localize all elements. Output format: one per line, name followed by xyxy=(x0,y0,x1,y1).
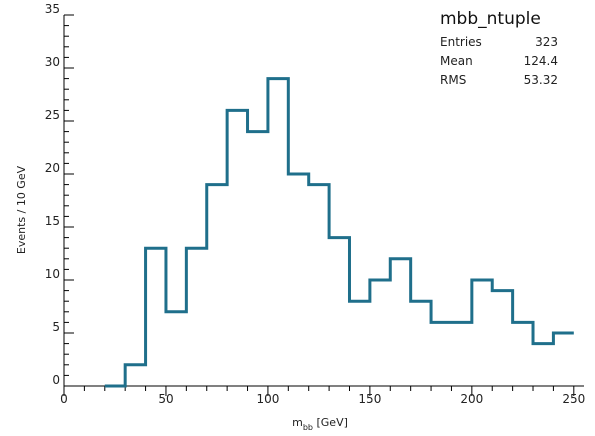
y-tick-label: 20 xyxy=(45,161,60,175)
y-tick-label: 10 xyxy=(45,267,60,281)
x-axis-title-main: m xyxy=(292,416,303,429)
x-tick-label: 250 xyxy=(562,392,585,406)
y-tick-label: 15 xyxy=(45,214,60,228)
y-axis-title: Events / 10 GeV xyxy=(15,165,28,254)
histogram-series xyxy=(104,77,574,388)
stats-value: 124.4 xyxy=(524,54,558,68)
stats-value: 53.32 xyxy=(524,73,558,87)
stats-title: mbb_ntuple xyxy=(440,9,541,29)
x-axis: 0 50 100 150 200 250 xyxy=(60,385,585,406)
x-tick-label: 50 xyxy=(158,392,173,406)
stats-label: Mean xyxy=(440,54,473,68)
y-tick-label: 0 xyxy=(52,373,60,387)
stats-label: Entries xyxy=(440,35,482,49)
x-tick-label: 100 xyxy=(256,392,279,406)
x-axis-title-subscript: bb xyxy=(303,423,313,432)
y-axis: 0 5 10 15 20 25 30 35 xyxy=(45,2,74,387)
y-tick-label: 25 xyxy=(45,108,60,122)
y-ticks: 0 5 10 15 20 25 30 35 xyxy=(45,2,74,387)
y-tick-label: 5 xyxy=(52,320,60,334)
y-tick-label: 30 xyxy=(45,55,60,69)
stats-box: mbb_ntuple Entries 323 Mean 124.4 RMS 53.32 xyxy=(440,9,558,87)
stats-value: 323 xyxy=(535,35,558,49)
x-tick-label: 150 xyxy=(358,392,381,406)
stats-label: RMS xyxy=(440,73,466,87)
y-tick-label: 35 xyxy=(45,2,60,16)
x-tick-label: 0 xyxy=(60,392,68,406)
x-ticks: 0 50 100 150 200 250 xyxy=(60,386,585,406)
stats-rows: Entries 323 Mean 124.4 RMS 53.32 xyxy=(440,35,558,87)
x-axis-title-unit: [GeV] xyxy=(313,416,348,429)
x-axis-title: mbb [GeV] xyxy=(292,416,348,432)
x-tick-label: 200 xyxy=(460,392,483,406)
